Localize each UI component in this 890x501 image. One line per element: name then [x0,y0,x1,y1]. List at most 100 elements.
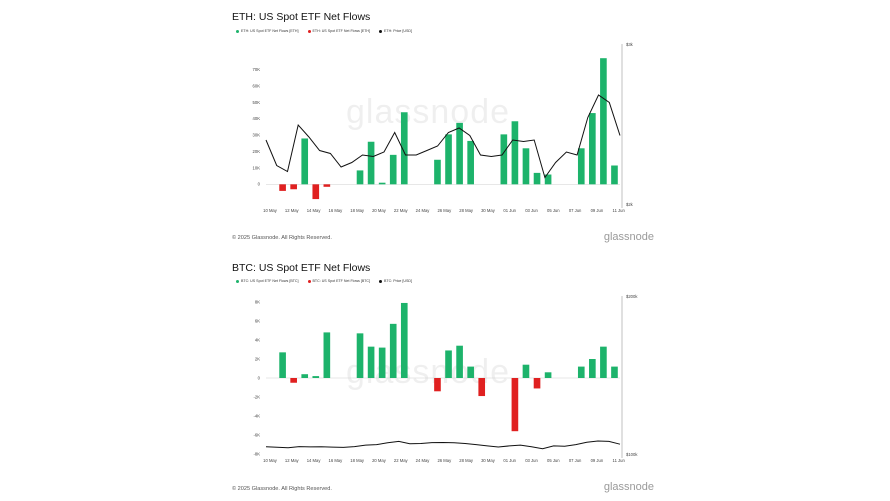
flow-bar [456,122,463,185]
y-tick-label: 0 [258,182,261,187]
x-tick-label: 03 Jun [525,458,538,463]
x-tick-label: 07 Jun [569,458,582,463]
flow-bar [533,378,541,389]
y-tick-label: 10K [253,165,261,170]
copyright-text: © 2025 Glassnode. All Rights Reserved. [232,235,332,241]
flow-bar [445,134,452,185]
flow-bar [522,364,530,378]
x-tick-label: 20 May [372,458,387,463]
flow-bar [611,366,618,378]
y-tick-label: 40K [253,116,261,121]
flow-bar [290,184,297,190]
flow-bar [434,378,441,392]
flow-bar [367,346,375,378]
flow-bar [400,302,408,378]
legend-dot-icon [236,279,239,283]
legend-dot-icon [307,279,311,283]
x-tick-label: 10 May [263,208,278,213]
flow-bar [445,350,452,378]
flow-bar [589,113,596,185]
price-line [265,94,621,179]
legend-dot-icon [307,29,311,33]
y-tick-label: 0 [258,375,261,380]
legend-item-price[interactable]: ETH: Price [USD] [379,29,412,33]
flow-bar [356,170,364,185]
x-tick-label: 12 May [285,208,300,213]
legend-item-price[interactable]: BTC: Price [USD] [379,279,412,283]
y-tick-label: -4K [253,413,260,418]
brand-logo: glassnode [603,481,654,493]
brand-logo: glassnode [603,231,654,243]
legend-item-negative[interactable]: ETH: US Spot ETF Net Flows [ETH] [307,29,370,33]
chart-title: ETH: US Spot ETF Net Flows [232,11,371,23]
x-tick-label: 14 May [307,208,322,213]
y-tick-label: 30K [253,133,261,138]
x-tick-label: 30 May [481,208,496,213]
flow-bar [301,138,309,185]
y-tick-label: -6K [253,432,260,437]
flow-bar [301,374,309,378]
flow-bar [389,154,397,185]
x-tick-label: 01 Jun [503,208,516,213]
flow-bar [389,323,397,378]
flow-bar [434,159,441,185]
flow-bar [522,148,530,185]
eth-chart-plot: 0 10K 20K 30K 40K 50K 60K 70K $3k $2k 10 May 12 May… [253,42,634,213]
flow-bar [290,378,297,383]
flow-bar [467,140,474,185]
x-tick-label: 16 May [329,458,344,463]
x-tick-label: 28 May [459,208,474,213]
flow-bar [544,372,552,378]
y-tick-label: -2K [253,394,260,399]
flow-bar [589,359,596,378]
y2-tick-label: $100k [626,452,638,457]
price-line [265,440,621,450]
legend-dot-icon [236,29,239,33]
y2-tick-label: $2k [626,202,634,207]
y-tick-label: 2K [255,356,260,361]
x-tick-label: 11 Jun [613,208,626,213]
y2-tick-label: $200k [626,294,638,299]
legend-item-positive[interactable]: BTC: US Spot ETF Net Flows [BTC] [236,279,299,283]
x-tick-label: 22 May [394,208,409,213]
flow-bar [511,378,519,432]
flow-bar [611,165,618,185]
flow-bar [323,332,331,378]
x-tick-label: 22 May [394,458,409,463]
x-tick-label: 01 Jun [503,458,516,463]
legend-item-positive[interactable]: ETH: US Spot ETF Net Flows [ETH] [236,29,299,33]
btc-chart-panel: BTC: US Spot ETF Net Flows BTC: US Spot … [228,252,654,501]
x-tick-label: 11 Jun [613,458,626,463]
x-tick-label: 09 Jun [591,208,604,213]
chart-title: BTC: US Spot ETF Net Flows [232,262,371,274]
flow-bar [478,378,486,397]
flow-bar [312,184,320,200]
x-tick-label: 16 May [329,208,344,213]
x-tick-label: 09 Jun [591,458,604,463]
flow-bar [467,366,474,378]
x-tick-label: 12 May [285,458,300,463]
flow-bar [577,366,585,378]
flow-bar [378,182,386,185]
x-tick-label: 26 May [437,458,452,463]
x-tick-label: 28 May [459,458,474,463]
flow-bar [577,148,585,185]
flow-bar [279,184,286,191]
x-tick-label: 14 May [307,458,322,463]
y-tick-label: 60K [253,83,261,88]
legend-dot-icon [379,29,383,33]
chart-legend: BTC: US Spot ETF Net Flows [BTC] BTC: US… [236,279,412,283]
x-tick-label: 20 May [372,208,387,213]
flow-bar [378,347,386,378]
flow-bar [544,174,552,185]
y-tick-label: -8K [253,451,260,456]
x-tick-label: 05 Jun [547,458,560,463]
flow-bar [356,333,364,378]
x-tick-label: 18 May [350,208,365,213]
legend-item-negative[interactable]: BTC: US Spot ETF Net Flows [BTC] [307,279,370,283]
x-tick-label: 03 Jun [525,208,538,213]
x-tick-label: 24 May [416,458,431,463]
y-tick-label: 20K [253,149,261,154]
flow-bar [500,134,508,185]
flow-bar [323,184,331,187]
